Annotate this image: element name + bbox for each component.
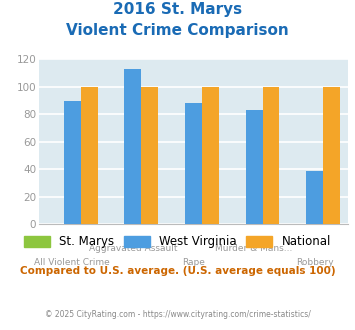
Bar [185, 103, 202, 224]
Text: Violent Crime Comparison: Violent Crime Comparison [66, 23, 289, 38]
Text: © 2025 CityRating.com - https://www.cityrating.com/crime-statistics/: © 2025 CityRating.com - https://www.city… [45, 310, 310, 318]
Text: Robbery: Robbery [296, 258, 333, 267]
Bar [64, 101, 81, 224]
Bar [141, 87, 158, 224]
Text: Aggravated Assault: Aggravated Assault [89, 244, 177, 253]
Bar [246, 110, 262, 224]
Text: Murder & Mans...: Murder & Mans... [215, 244, 293, 253]
Bar [202, 87, 219, 224]
Text: All Violent Crime: All Violent Crime [34, 258, 110, 267]
Bar [323, 87, 340, 224]
Bar [125, 69, 141, 224]
Bar [81, 87, 98, 224]
Legend: St. Marys, West Virginia, National: St. Marys, West Virginia, National [24, 235, 331, 248]
Bar [262, 87, 279, 224]
Text: Rape: Rape [182, 258, 205, 267]
Bar [306, 171, 323, 224]
Text: 2016 St. Marys: 2016 St. Marys [113, 2, 242, 16]
Text: Compared to U.S. average. (U.S. average equals 100): Compared to U.S. average. (U.S. average … [20, 266, 335, 276]
